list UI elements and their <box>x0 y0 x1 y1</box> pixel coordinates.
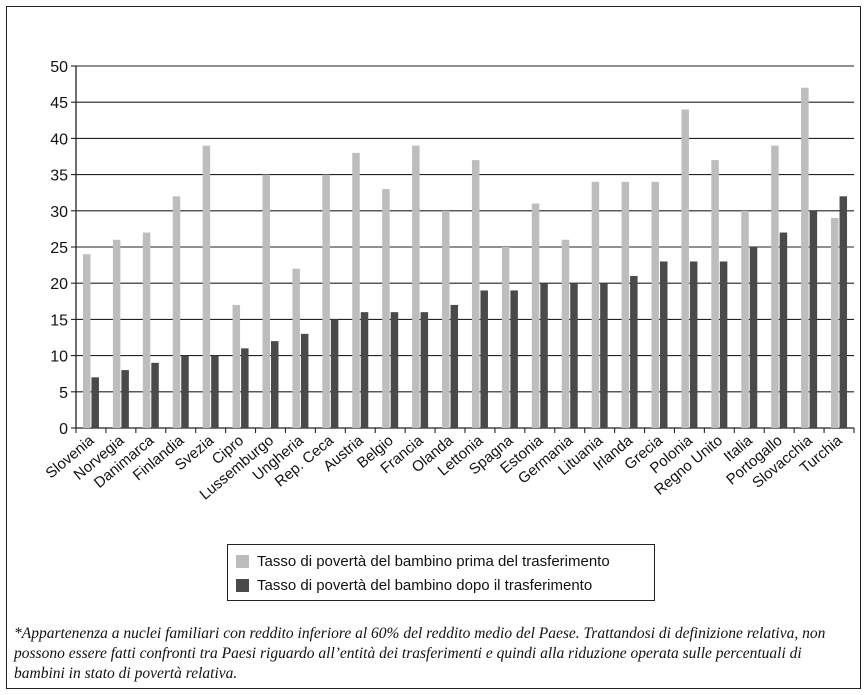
bar-before <box>801 87 809 428</box>
bar-after <box>91 377 99 428</box>
y-tick-label: 40 <box>50 131 68 148</box>
bar-after <box>540 283 548 428</box>
bar-before <box>412 145 420 428</box>
y-tick-label: 30 <box>50 204 68 221</box>
bar-after <box>211 355 219 428</box>
legend: Tasso di povertà del bambino prima del t… <box>227 544 655 601</box>
y-tick-label: 50 <box>50 59 68 76</box>
bar-after <box>360 312 369 428</box>
bar-before <box>202 145 211 428</box>
bar-before <box>352 152 360 428</box>
bar-before <box>591 181 600 428</box>
bar-before <box>741 210 749 428</box>
bar-before <box>531 203 540 428</box>
bar-before <box>292 268 300 428</box>
bar-before <box>382 189 390 428</box>
bar-before <box>711 160 719 428</box>
y-tick-label: 5 <box>59 385 68 402</box>
bar-before <box>681 109 689 428</box>
bar-before <box>471 160 480 428</box>
bar-before <box>232 304 241 428</box>
bar-before <box>82 254 91 428</box>
bar-after <box>420 312 429 428</box>
bar-before <box>561 239 570 428</box>
bar-after <box>330 319 339 428</box>
bar-after <box>809 210 818 428</box>
bar-after <box>450 304 459 428</box>
bar-after <box>630 275 638 428</box>
bar-before <box>112 239 121 428</box>
figure-frame <box>6 6 861 689</box>
bar-after <box>839 196 848 428</box>
bar-after <box>719 261 728 428</box>
bar-after <box>271 341 279 428</box>
bar-before <box>262 174 270 428</box>
legend-item-before: Tasso di povertà del bambino prima del t… <box>236 551 610 571</box>
bar-after <box>660 261 668 428</box>
bar-after <box>390 312 399 428</box>
bar-before <box>621 181 630 428</box>
bar-before <box>651 181 659 428</box>
y-tick-label: 0 <box>59 421 68 438</box>
y-tick-label: 10 <box>50 349 68 366</box>
legend-item-after: Tasso di povertà del bambino dopo il tra… <box>236 575 592 595</box>
bar-chart: 05101520253035404550SloveniaNorvegiaDani… <box>43 59 855 503</box>
bar-after <box>151 362 159 428</box>
bar-after <box>121 370 129 428</box>
legend-swatch-before <box>236 554 249 568</box>
bar-after <box>480 290 488 428</box>
bar-after <box>749 247 758 428</box>
y-tick-label: 20 <box>50 276 68 293</box>
y-tick-label: 35 <box>50 168 68 185</box>
bar-after <box>510 290 518 428</box>
bar-after <box>689 261 698 428</box>
bar-before <box>172 196 181 428</box>
bar-before <box>831 218 839 428</box>
y-tick-label: 45 <box>50 95 68 112</box>
footnote: *Appartenenza a nuclei familiari con red… <box>14 625 826 682</box>
bar-after <box>570 283 578 428</box>
bar-before <box>501 247 510 428</box>
bar-before <box>771 145 779 428</box>
legend-label-after: Tasso di povertà del bambino dopo il tra… <box>257 576 593 594</box>
bar-before <box>442 210 450 428</box>
bar-after <box>779 232 788 428</box>
bar-after <box>241 348 249 428</box>
legend-label-before: Tasso di povertà del bambino prima del t… <box>257 552 610 570</box>
y-tick-label: 15 <box>50 312 68 329</box>
bar-after <box>300 333 309 428</box>
legend-swatch-after <box>236 578 249 592</box>
bar-after <box>181 355 189 428</box>
bar-after <box>600 283 608 428</box>
y-tick-label: 25 <box>50 240 68 257</box>
bar-before <box>142 232 151 428</box>
bar-before <box>322 174 330 428</box>
